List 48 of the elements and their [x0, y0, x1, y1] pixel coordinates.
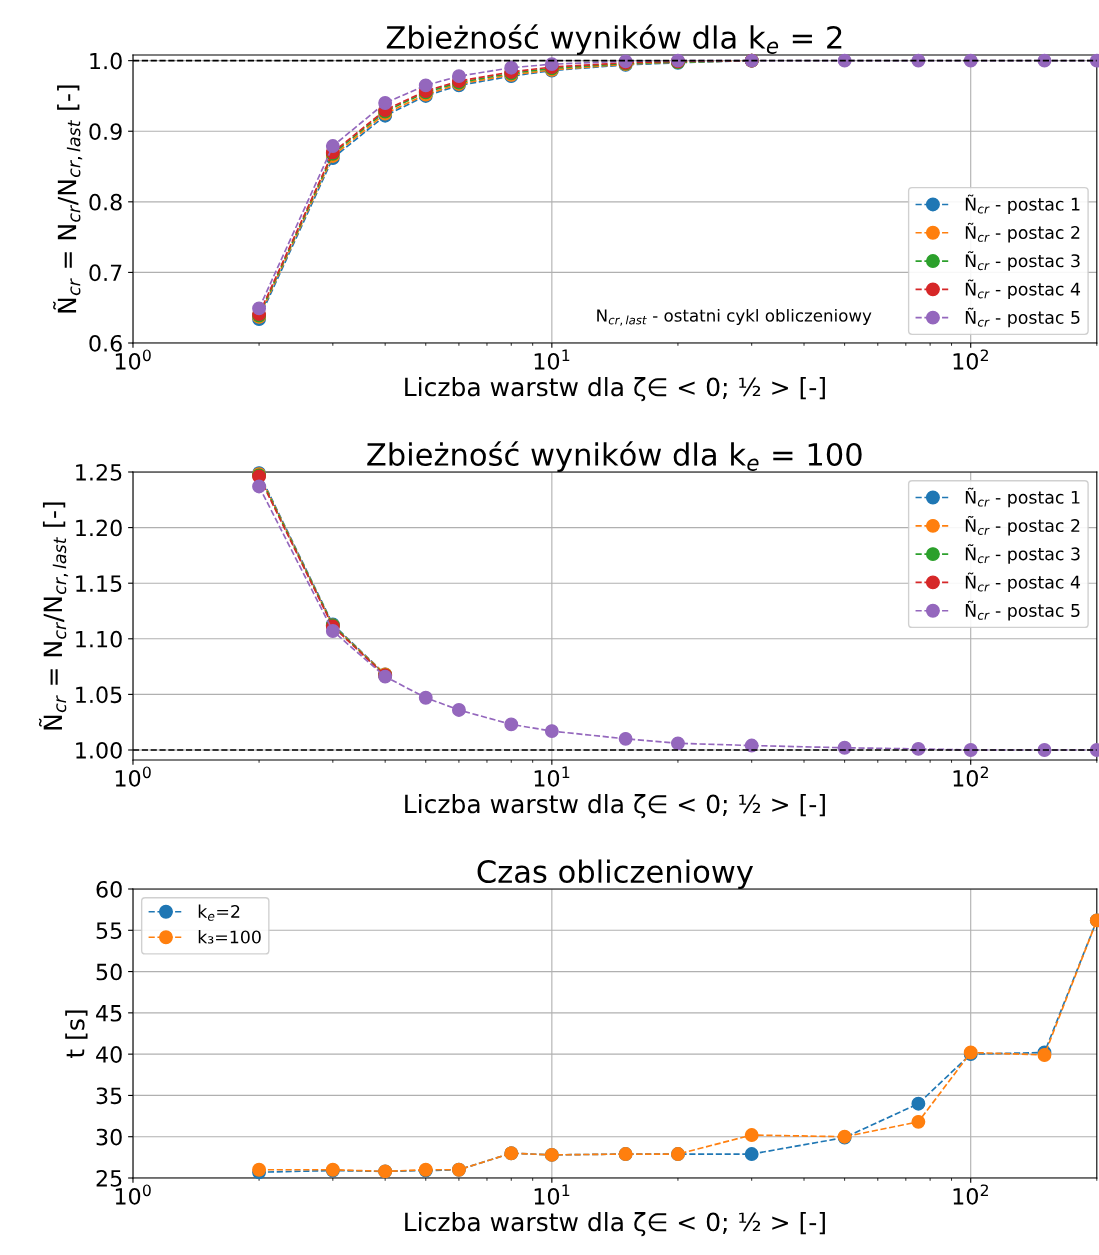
- y-tick-label: 1.10: [76, 630, 122, 648]
- y-axis-title: Ñ$_{cr}$ = N$_{cr}$/N$_{cr,last}$ [-]: [38, 502, 69, 730]
- y-tick-label: 0.9: [89, 123, 122, 140]
- x-tick-label: 10$^{0}$: [115, 766, 151, 787]
- y-tick-label: 35: [96, 1087, 122, 1105]
- x-tick-label: 10$^{1}$: [534, 766, 570, 787]
- legend-label: Ñ$_{cr}$ - postac 2: [965, 515, 1080, 536]
- x-tick-label: 10$^{1}$: [534, 349, 570, 370]
- legend-label: Ñ$_{cr}$ - postac 4: [965, 572, 1081, 593]
- legend-label: Ñ$_{cr}$ - postac 1: [965, 194, 1080, 215]
- y-tick-label: 25: [96, 1169, 122, 1187]
- y-tick-label: 0.6: [89, 334, 122, 352]
- y-tick-label: 55: [96, 922, 122, 940]
- legend-label: Ñ$_{cr}$ - postac 3: [965, 251, 1080, 271]
- y-tick-label: 0.8: [89, 193, 122, 211]
- legend-label: Ñ$_{cr}$ - postac 3: [965, 544, 1080, 564]
- x-axis-title: Liczba warstw dla ζ∈ < 0; ½ > [-]: [405, 794, 825, 819]
- legend-label: k$_{e}$=2: [198, 904, 240, 921]
- legend-label: Ñ$_{cr}$ - postac 4: [965, 279, 1081, 300]
- y-tick-label: 1.00: [76, 741, 122, 759]
- y-tick-label: 40: [96, 1046, 122, 1063]
- y-tick-label: 30: [96, 1128, 122, 1146]
- legend-label: k₃=100: [198, 930, 261, 944]
- y-tick-label: 1.0: [90, 52, 122, 70]
- y-tick-label: 45: [96, 1005, 122, 1022]
- y-axis-title: Ñ$_{cr}$ = N$_{cr}$/N$_{cr,last}$ [-]: [53, 85, 83, 313]
- x-axis-title: Liczba warstw dla ζ∈ < 0; ½ > [-]: [405, 1212, 825, 1237]
- y-tick-label: 0.7: [89, 264, 122, 282]
- x-tick-label: 10$^{2}$: [953, 766, 988, 787]
- y-tick-label: 1.05: [76, 686, 122, 704]
- legend-label: Ñ$_{cr}$ - postac 5: [965, 600, 1080, 621]
- y-axis-title: t [s]: [65, 1010, 88, 1058]
- x-axis-title: Liczba warstw dla ζ∈ < 0; ½ > [-]: [405, 377, 825, 402]
- legend-label: Ñ$_{cr}$ - postac 1: [965, 487, 1080, 508]
- x-tick-label: 10$^{2}$: [953, 1184, 988, 1205]
- y-tick-label: 60: [96, 880, 122, 898]
- x-tick-label: 10$^{1}$: [534, 1184, 570, 1205]
- y-tick-label: 1.25: [76, 463, 122, 481]
- y-tick-label: 50: [96, 963, 122, 981]
- y-tick-label: 1.20: [76, 519, 122, 537]
- legend-label: Ñ$_{cr}$ - postac 5: [965, 307, 1080, 328]
- y-tick-label: 1.15: [76, 575, 122, 592]
- annotation: N$_{cr,last}$ - ostatni cykl obliczeniowy: [597, 308, 872, 326]
- chart-title: Zbieżność wyników dla k$_{e}$ = 100: [367, 441, 862, 472]
- legend-label: Ñ$_{cr}$ - postac 2: [965, 222, 1080, 243]
- x-tick-label: 10$^{2}$: [953, 349, 988, 370]
- chart-title: Czas obliczeniowy: [477, 859, 754, 889]
- chart-title: Zbieżność wyników dla k$_{e}$ = 2: [386, 24, 842, 55]
